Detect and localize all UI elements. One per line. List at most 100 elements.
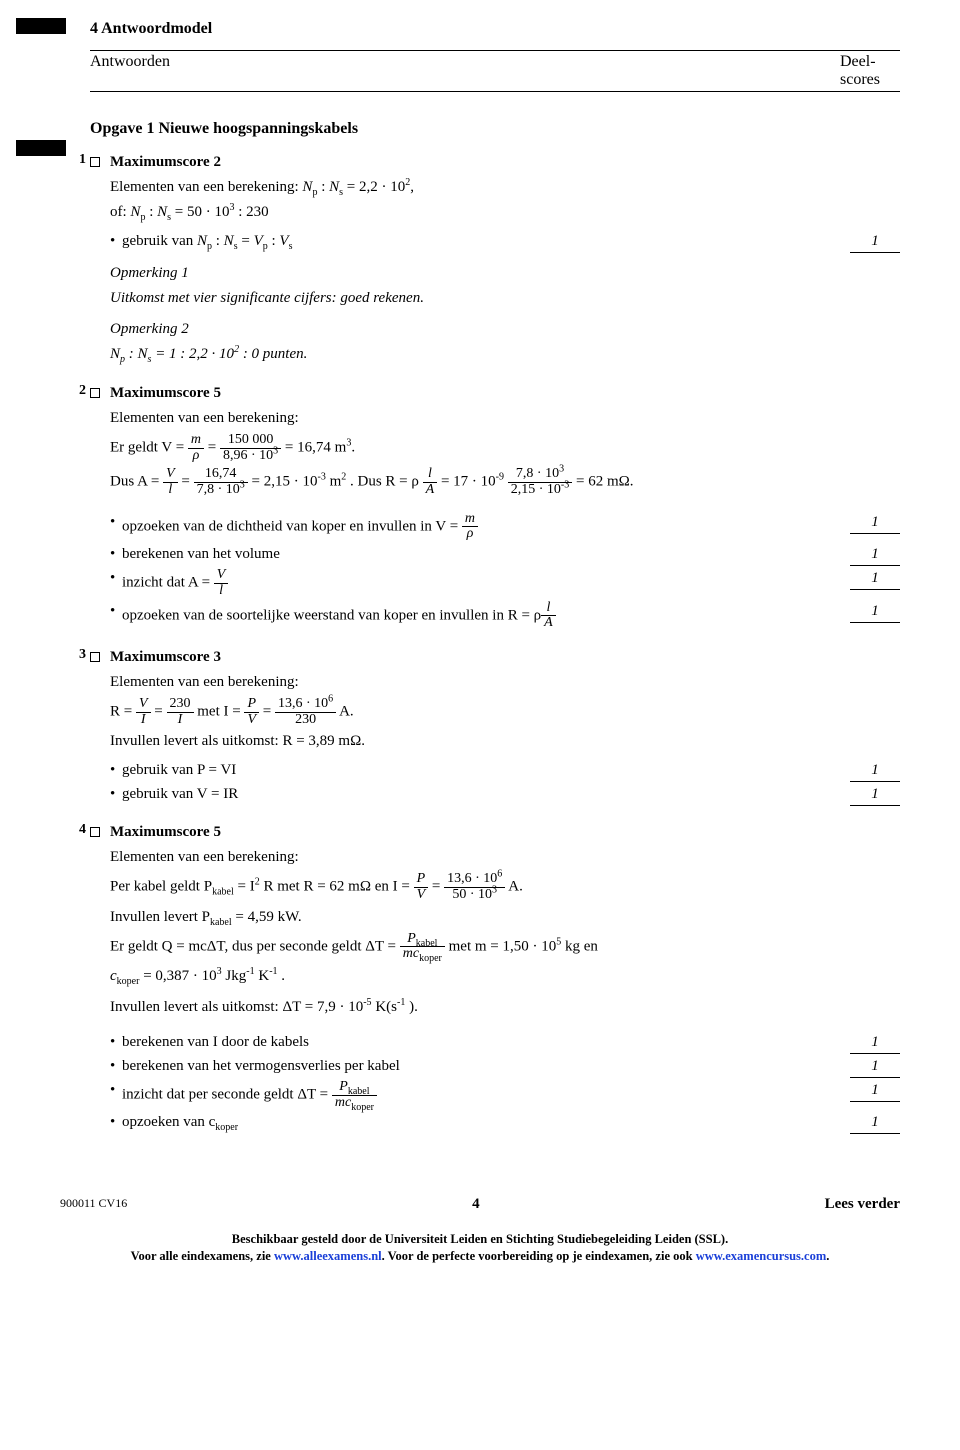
q2-l3f: = 62 mΩ.	[576, 474, 634, 490]
q3-f4n: 13,6 · 106	[275, 697, 336, 713]
q1-l1d: ,	[410, 179, 414, 195]
q4-l5e: .	[281, 968, 285, 984]
q2-pt1: 1	[850, 512, 900, 534]
q2-f3d: l	[163, 483, 178, 498]
q2-line2: Er geldt V = mρ = 150 0008,96 · 103 = 16…	[110, 433, 900, 463]
q4-l6: Invullen levert als uitkomst: ΔT = 7,9 ·…	[110, 999, 363, 1015]
q4-line6: Invullen levert als uitkomst: ΔT = 7,9 ·…	[110, 997, 900, 1018]
q2-f5d: A	[423, 483, 438, 498]
q1-si: gebruik van	[122, 233, 197, 249]
q4-l5b: = 0,387 · 10	[143, 968, 216, 984]
q4-checkbox	[90, 822, 104, 1136]
q2-f5n: l	[423, 467, 438, 483]
q2-s1: • opzoeken van de dichtheid van koper en…	[110, 512, 900, 542]
q3-line3: Invullen levert als uitkomst: R = 3,89 m…	[110, 731, 900, 752]
q4-l4c: kg en	[565, 938, 598, 954]
q4-pt1: 1	[850, 1032, 900, 1054]
q4-l2b: = I	[237, 879, 254, 895]
q2-maxscore: Maximumscore 5	[110, 383, 900, 404]
footer-page-num: 4	[472, 1196, 480, 1213]
q4-pt2: 1	[850, 1056, 900, 1078]
q2-s3: • inzicht dat A = Vl 1	[110, 568, 900, 598]
q2-f2n: 150 000	[220, 433, 281, 449]
credits-link-1[interactable]: www.alleexamens.nl	[274, 1249, 382, 1263]
q3-pt1: 1	[850, 760, 900, 782]
q3-scorelist: • gebruik van P = VI 1 • gebruik van V =…	[110, 760, 900, 806]
q4-num: 4	[60, 822, 90, 1136]
q2-f6d: 2,15 · 10-3	[508, 483, 573, 498]
q3-l2b: =	[154, 704, 166, 720]
footer-right: Lees verder	[825, 1196, 900, 1213]
credits-link-2[interactable]: www.examencursus.com	[696, 1249, 827, 1263]
header-rule: Antwoorden Deel- scores	[90, 50, 900, 92]
q4-s3-t: inzicht dat per seconde geldt ΔT = Pkabe…	[122, 1080, 850, 1110]
q4-f3n: Pkabel	[400, 932, 445, 948]
q4-body: Maximumscore 5 Elementen van een bereken…	[104, 822, 900, 1136]
q4-f2d: 50 · 103	[444, 888, 505, 903]
q2-s2: • berekenen van het volume 1	[110, 544, 900, 566]
q4-s3: • inzicht dat per seconde geldt ΔT = Pka…	[110, 1080, 900, 1110]
q2-s3-t: inzicht dat A = Vl	[122, 568, 850, 598]
q3-checkbox	[90, 647, 104, 808]
q2-s4: • opzoeken van de soortelijke weerstand …	[110, 601, 900, 631]
bullet-icon: •	[110, 1112, 122, 1133]
q3-s1-t: gebruik van P = VI	[122, 760, 850, 781]
q1-line1: Elementen van een berekening: Np : Ns = …	[110, 177, 900, 198]
q3-l2d: A.	[339, 704, 354, 720]
q1-num: 1	[60, 152, 90, 369]
q3-line2: R = VI = 230I met I = PV = 13,6 · 106230…	[110, 697, 900, 727]
q4-maxscore: Maximumscore 5	[110, 822, 900, 843]
q1-l2b: = 50 · 10	[175, 204, 230, 220]
q1-o2b: = 1 : 2,2 · 10	[155, 346, 234, 362]
q4-l2c: R met R = 62 mΩ en I =	[263, 879, 413, 895]
q4-scorelist: • berekenen van I door de kabels 1 • ber…	[110, 1032, 900, 1134]
page-footer: 900011 CV16 4 Lees verder	[60, 1196, 900, 1213]
q4-l4b: met m = 1,50 · 10	[449, 938, 557, 954]
q1-l2a: of:	[110, 204, 130, 220]
q2-f1d: ρ	[188, 449, 204, 464]
q1-score-row: • gebruik van Np : Ns = Vp : Vs 1	[110, 231, 900, 253]
cr-l2c: .	[826, 1249, 829, 1263]
credits-line2: Voor alle eindexamens, zie www.alleexame…	[60, 1248, 900, 1264]
q2-checkbox	[90, 383, 104, 633]
q1-l1c: = 2,2 · 10	[347, 179, 405, 195]
question-4: 4 Maximumscore 5 Elementen van een berek…	[60, 822, 900, 1136]
q2-s4-t: opzoeken van de soortelijke weerstand va…	[122, 601, 850, 631]
q1-checkbox	[90, 152, 104, 369]
q4-f3d: mckoper	[400, 947, 445, 962]
footer-left: 900011 CV16	[60, 1196, 127, 1213]
q4-pt3: 1	[850, 1080, 900, 1102]
q4-s1: • berekenen van I door de kabels 1	[110, 1032, 900, 1054]
bullet-icon: •	[110, 760, 122, 781]
q2-l3a: Dus A =	[110, 474, 163, 490]
q1-opm1-h: Opmerking 1	[110, 263, 900, 284]
q2-l3c: m	[330, 474, 342, 490]
q4-l3: Invullen levert P	[110, 909, 210, 925]
doc-title: 4 Antwoordmodel	[90, 20, 900, 38]
bullet-icon: •	[110, 1080, 122, 1101]
redaction-bar-2	[16, 140, 66, 156]
q2-l3b: = 2,15 · 10	[252, 474, 318, 490]
bullet-icon: •	[110, 784, 122, 805]
credits: Beschikbaar gesteld door de Universiteit…	[60, 1231, 900, 1264]
q3-pt2: 1	[850, 784, 900, 806]
q3-num: 3	[60, 647, 90, 808]
q1-scorelist: • gebruik van Np : Ns = Vp : Vs 1	[110, 231, 900, 253]
q2-f2d: 8,96 · 103	[220, 449, 281, 464]
opgave-title: Opgave 1 Nieuwe hoogspanningskabels	[90, 120, 900, 138]
q4-l6b: K(s	[375, 999, 397, 1015]
q4-line5: ckoper = 0,387 · 103 Jkg-1 K-1 .	[110, 966, 900, 987]
q2-l2c: = 16,74 m	[285, 440, 346, 456]
q3-line1: Elementen van een berekening:	[110, 672, 900, 693]
q2-body: Maximumscore 5 Elementen van een bereken…	[104, 383, 900, 633]
header-left-label: Antwoorden	[90, 53, 170, 89]
q3-maxscore: Maximumscore 3	[110, 647, 900, 668]
q3-l2a: R =	[110, 704, 136, 720]
q4-pt4: 1	[850, 1112, 900, 1134]
q3-body: Maximumscore 3 Elementen van een bereken…	[104, 647, 900, 808]
q2-pt2: 1	[850, 544, 900, 566]
q2-pt3: 1	[850, 568, 900, 590]
q1-maxscore: Maximumscore 2	[110, 152, 900, 173]
q4-line4: Er geldt Q = mcΔT, dus per seconde geldt…	[110, 932, 900, 962]
q4-l3b: = 4,59 kW.	[235, 909, 301, 925]
